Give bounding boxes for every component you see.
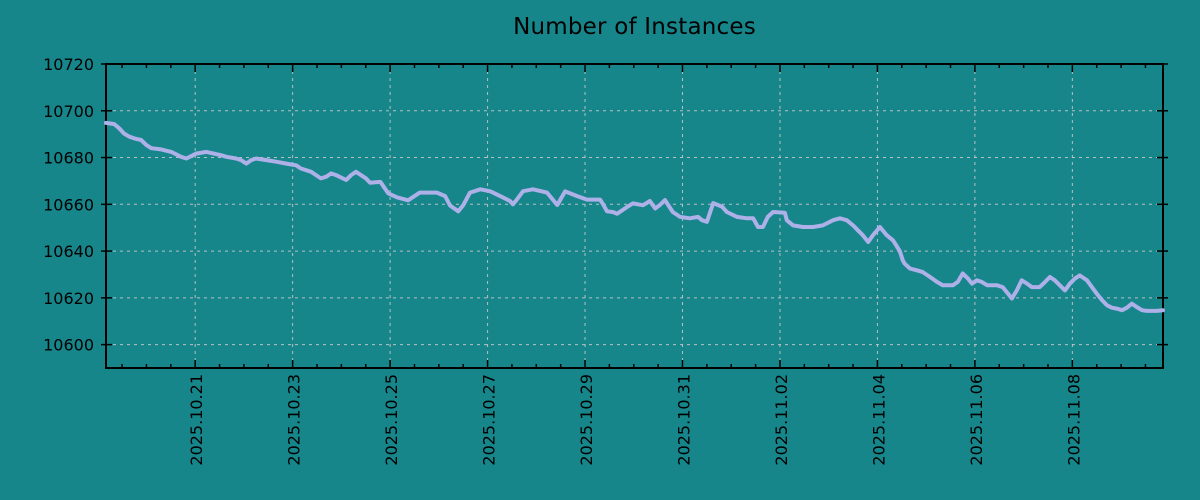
x-tick-label: 2025.11.02 <box>772 374 791 466</box>
x-tick-label: 2025.10.21 <box>187 374 206 466</box>
x-tick-label: 2025.10.31 <box>675 374 694 466</box>
x-tick-label: 2025.11.06 <box>967 374 986 466</box>
y-tick-label: 10620 <box>43 289 94 308</box>
x-tick-label: 2025.10.23 <box>285 374 304 466</box>
y-tick-label: 10660 <box>43 195 94 214</box>
plot-border <box>105 63 1164 369</box>
series-line <box>104 120 1165 313</box>
y-tick-label: 10700 <box>43 102 94 121</box>
chart-title: Number of Instances <box>513 14 756 40</box>
y-tick-label: 10640 <box>43 242 94 261</box>
x-tick-label: 2025.10.29 <box>577 374 596 466</box>
x-tick-label: 2025.11.08 <box>1064 374 1083 466</box>
x-tick-label: 2025.11.04 <box>869 374 888 466</box>
y-tick-label: 10680 <box>43 149 94 168</box>
y-tick-label: 10600 <box>43 336 94 355</box>
x-tick-label: 2025.10.27 <box>480 374 499 466</box>
y-tick-label: 10720 <box>43 55 94 74</box>
x-tick-label: 2025.10.25 <box>382 374 401 466</box>
